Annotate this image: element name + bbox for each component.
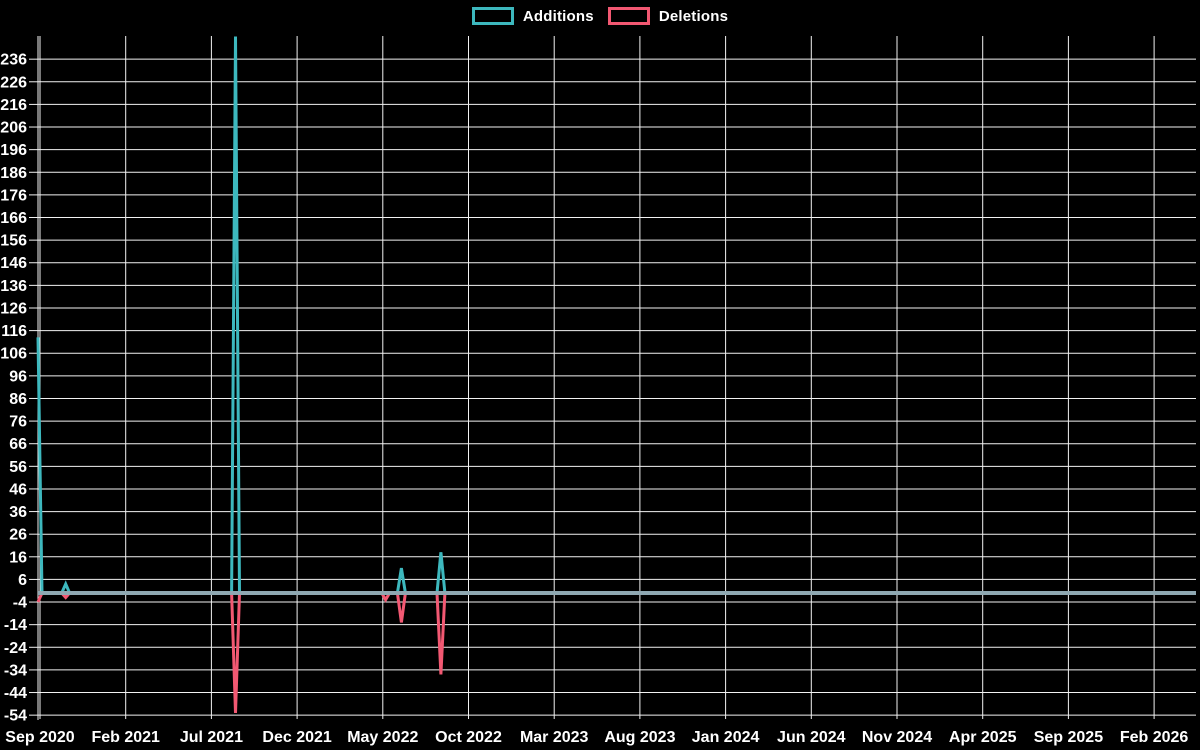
y-tick-label: -54: [4, 708, 27, 725]
deletions-legend-label: Deletions: [658, 7, 729, 25]
x-tick-label: Sep 2020: [5, 729, 74, 746]
y-tick-label: 116: [1, 323, 27, 340]
y-tick-label: -24: [4, 640, 27, 657]
y-tick-label: -44: [4, 685, 27, 702]
y-tick-label: 166: [0, 210, 27, 227]
y-tick-label: 216: [0, 97, 27, 114]
x-tick-label: Feb 2026: [1120, 729, 1189, 746]
x-tick-label: Nov 2024: [862, 729, 932, 746]
deletions-swatch-icon: [607, 7, 650, 25]
grid-lines: [29, 36, 1196, 719]
y-tick-label: -14: [4, 617, 27, 634]
y-tick-label: 196: [0, 142, 27, 159]
x-tick-label: May 2022: [347, 729, 418, 746]
x-tick-label: Jul 2021: [180, 729, 243, 746]
y-tick-label: -34: [4, 662, 27, 679]
x-tick-label: Feb 2021: [91, 729, 160, 746]
y-tick-label: 176: [0, 187, 27, 204]
y-tick-label: 146: [0, 255, 27, 272]
x-tick-label: Mar 2023: [520, 729, 589, 746]
y-tick-label: 136: [0, 278, 27, 295]
legend-item-additions: Additions: [471, 7, 594, 25]
y-tick-label: 26: [9, 527, 27, 544]
x-axis-tick-labels: Sep 2020 Feb 2021 Jul 2021 Dec 2021 May 2022…: [5, 729, 1188, 746]
additions-swatch-icon: [471, 7, 514, 25]
y-tick-label: 186: [0, 165, 27, 182]
y-tick-label: 56: [9, 459, 27, 476]
y-tick-label: 46: [9, 481, 27, 498]
y-tick-label: 106: [0, 346, 27, 363]
y-tick-label: 206: [0, 120, 27, 137]
x-tick-label: Sep 2025: [1034, 729, 1103, 746]
legend-item-deletions: Deletions: [607, 7, 729, 25]
y-tick-label: 66: [9, 436, 27, 453]
y-axis-tick-labels: 2362262162061961861761661561461361261161…: [0, 52, 27, 725]
additions-legend-label: Additions: [522, 7, 594, 25]
y-tick-label: 126: [0, 300, 27, 317]
y-tick-label: 226: [0, 74, 27, 91]
chart-legend: Additions Deletions: [0, 7, 1200, 25]
y-tick-label: 86: [9, 391, 27, 408]
x-tick-label: Dec 2021: [262, 729, 331, 746]
y-tick-label: -4: [13, 595, 27, 612]
y-tick-label: 16: [9, 549, 27, 566]
x-tick-label: Jan 2024: [692, 729, 760, 746]
x-tick-label: Apr 2025: [949, 729, 1017, 746]
y-tick-label: 36: [9, 504, 27, 521]
x-tick-label: Aug 2023: [604, 729, 675, 746]
y-tick-label: 156: [0, 233, 27, 250]
y-tick-label: 76: [9, 414, 27, 431]
y-tick-label: 96: [9, 368, 27, 385]
y-tick-label: 236: [0, 52, 27, 69]
y-tick-label: 6: [18, 572, 27, 589]
x-tick-label: Oct 2022: [435, 729, 502, 746]
x-tick-label: Jun 2024: [777, 729, 846, 746]
